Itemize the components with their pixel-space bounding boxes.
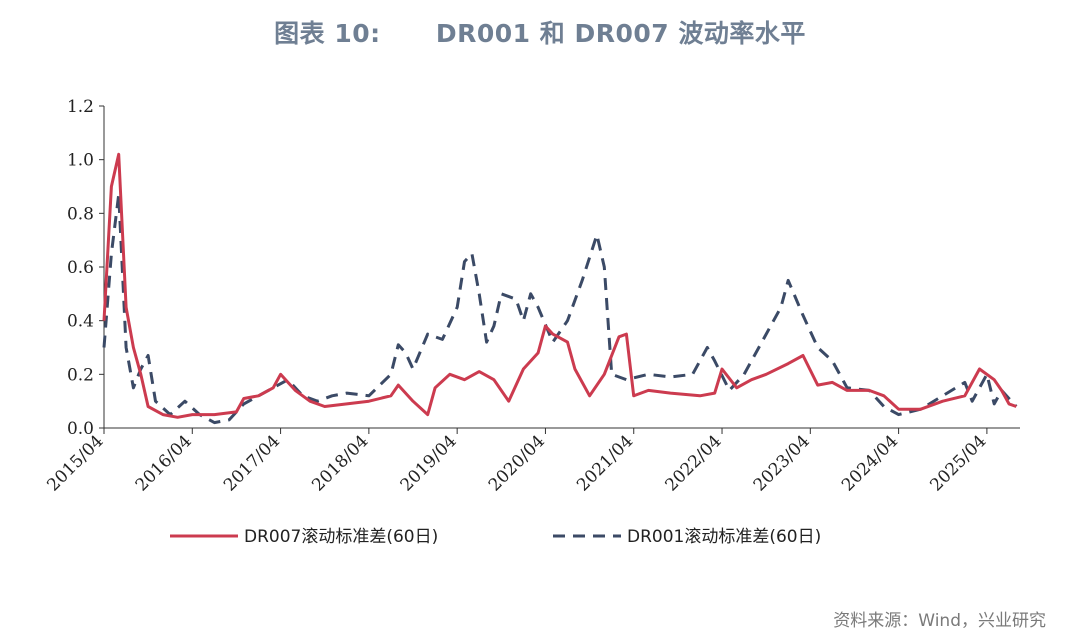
y-tick-label: 1.0	[67, 151, 94, 171]
y-tick-label: 0.6	[67, 258, 94, 278]
y-tick-label: 0.8	[67, 204, 94, 224]
series-line-dr007	[102, 152, 1017, 419]
chart-title: 图表 10: DR001 和 DR007 波动率水平	[274, 19, 806, 48]
y-tick-label: 0.4	[67, 312, 94, 332]
x-tick-label: 2024/04	[838, 431, 902, 495]
y-tick-label: 1.2	[67, 97, 94, 117]
series-line-dr001	[102, 193, 1018, 425]
x-tick-label: 2023/04	[750, 431, 814, 495]
source-note: 资料来源：Wind，兴业研究	[833, 611, 1046, 631]
x-tick-label: 2018/04	[308, 431, 372, 495]
series-layer	[102, 152, 1018, 425]
x-tick-label: 2017/04	[220, 431, 284, 495]
legend: DR007滚动标准差(60日) DR001滚动标准差(60日)	[170, 527, 821, 547]
y-tick-label: 0.0	[67, 419, 94, 439]
line-chart: 0.0 0.2 0.4 0.6 0.8 1.0 1.2 2015/04 2016/04 2017/…	[43, 97, 1020, 547]
x-tick-label: 2025/04	[926, 431, 990, 495]
x-tick-label: 2020/04	[485, 431, 549, 495]
legend-label-dr001: DR001滚动标准差(60日)	[627, 527, 821, 547]
x-tick-label: 2021/04	[573, 431, 637, 495]
x-tick-label: 2019/04	[397, 431, 461, 495]
x-tick-label: 2016/04	[132, 431, 196, 495]
x-tick-label: 2022/04	[661, 431, 725, 495]
x-tick-label: 2015/04	[43, 431, 107, 495]
legend-label-dr007: DR007滚动标准差(60日)	[244, 527, 438, 547]
y-tick-label: 0.2	[67, 365, 94, 385]
